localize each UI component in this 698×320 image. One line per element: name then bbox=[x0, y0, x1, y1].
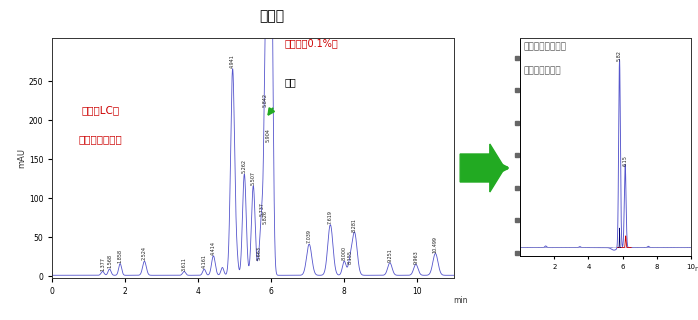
Text: 4.414: 4.414 bbox=[211, 241, 216, 255]
Text: 9.963: 9.963 bbox=[413, 250, 418, 264]
Text: 5.507: 5.507 bbox=[251, 171, 255, 185]
Text: 1.858: 1.858 bbox=[118, 249, 123, 263]
Text: 1.568: 1.568 bbox=[107, 254, 112, 268]
Text: 5.262: 5.262 bbox=[242, 159, 247, 173]
Text: 3.611: 3.611 bbox=[181, 257, 186, 271]
Text: クロマトグラム: クロマトグラム bbox=[79, 134, 122, 144]
Text: 一次元LCの: 一次元LCの bbox=[82, 105, 119, 116]
Text: 二次元分取画分の: 二次元分取画分の bbox=[524, 43, 567, 52]
Text: 5.826: 5.826 bbox=[262, 210, 267, 224]
Text: 5.737: 5.737 bbox=[259, 202, 264, 216]
Text: 4.941: 4.941 bbox=[230, 54, 235, 68]
Text: 8.000: 8.000 bbox=[342, 246, 347, 260]
Text: 9.251: 9.251 bbox=[387, 248, 392, 262]
Text: 2.524: 2.524 bbox=[142, 246, 147, 260]
Text: 分取: 分取 bbox=[285, 77, 296, 87]
Text: クロマトグラム: クロマトグラム bbox=[524, 67, 561, 76]
Text: 7.039: 7.039 bbox=[306, 229, 312, 243]
Text: 8.155: 8.155 bbox=[348, 250, 352, 264]
Text: 8.281: 8.281 bbox=[352, 218, 357, 232]
Text: 7.619: 7.619 bbox=[328, 210, 333, 224]
Text: 5.82: 5.82 bbox=[617, 50, 622, 61]
Y-axis label: mAU: mAU bbox=[17, 148, 26, 168]
FancyArrow shape bbox=[460, 144, 505, 192]
Text: 5.904: 5.904 bbox=[265, 128, 270, 142]
Text: 5.663: 5.663 bbox=[256, 246, 262, 260]
Text: 1.377: 1.377 bbox=[100, 257, 105, 271]
Text: 5.842: 5.842 bbox=[263, 93, 268, 107]
Text: min: min bbox=[454, 296, 468, 305]
Text: 6.15: 6.15 bbox=[623, 156, 628, 166]
Text: 10.499: 10.499 bbox=[433, 236, 438, 253]
Text: 4.161: 4.161 bbox=[202, 254, 207, 268]
Text: 不純物（0.1%）: 不純物（0.1%） bbox=[285, 38, 339, 48]
Text: min: min bbox=[695, 266, 698, 272]
Text: 主成分: 主成分 bbox=[260, 10, 285, 24]
